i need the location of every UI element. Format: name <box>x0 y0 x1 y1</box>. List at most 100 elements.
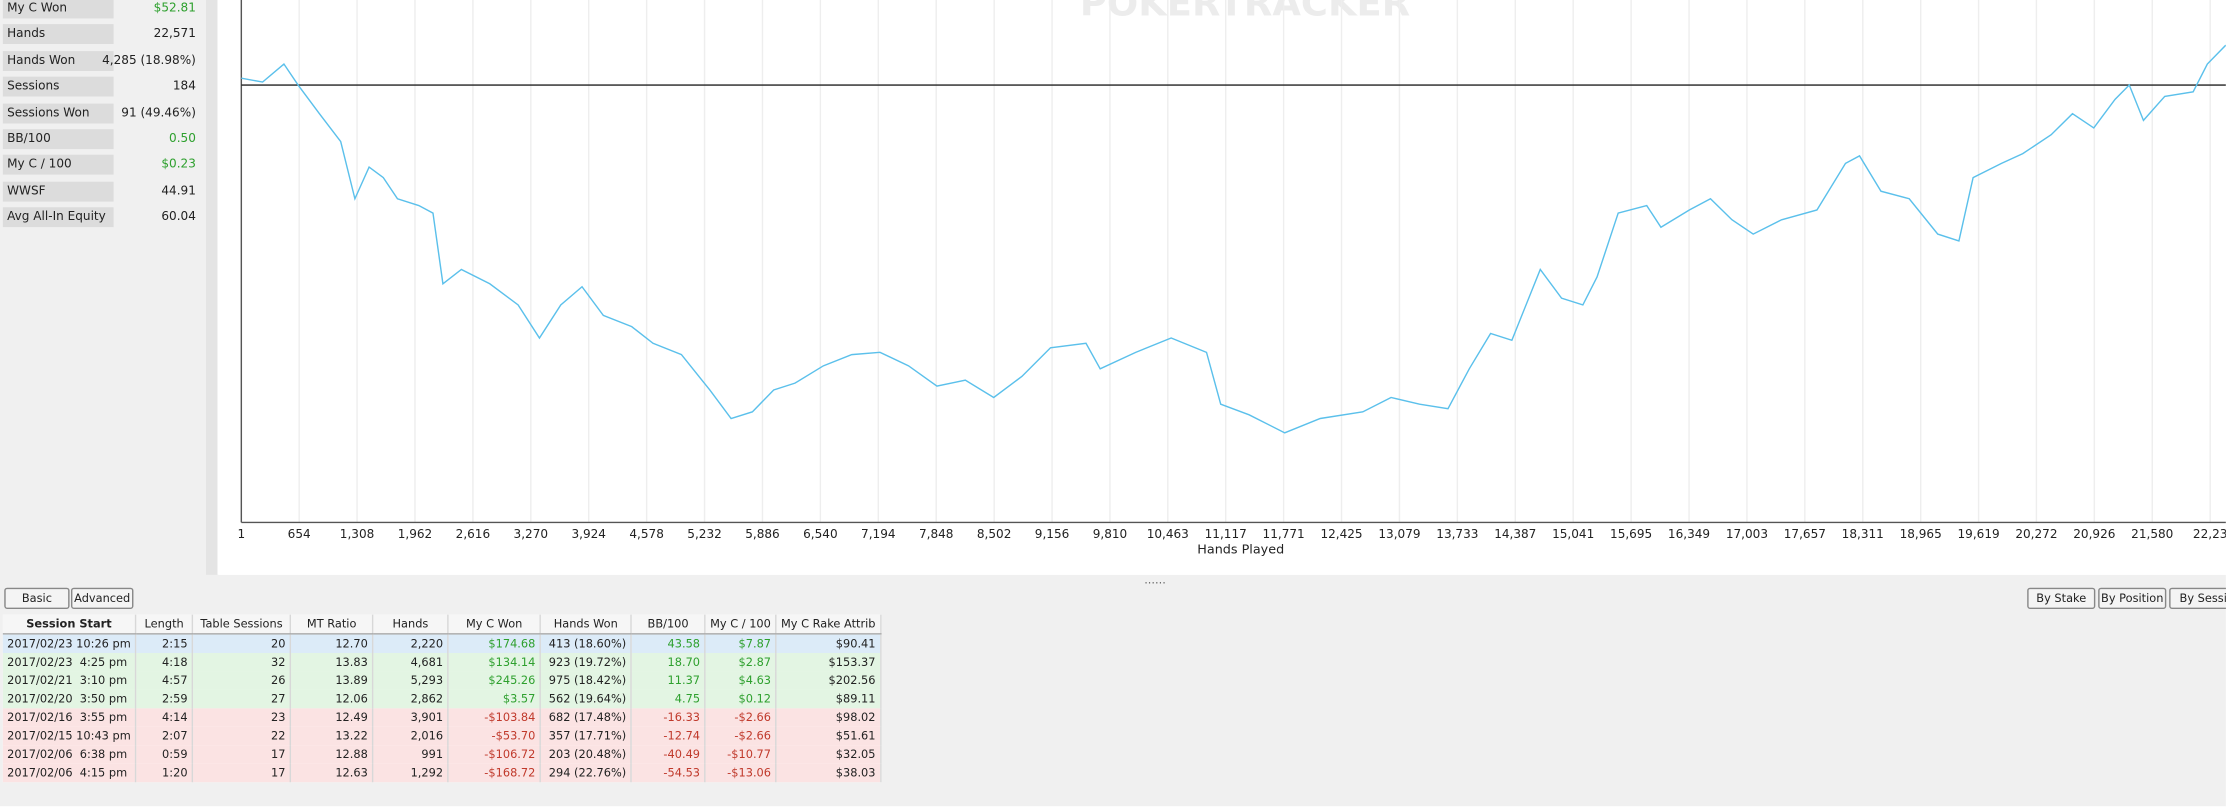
cell: 4:14 <box>135 708 194 727</box>
column-header[interactable]: Table Sessions <box>192 614 292 635</box>
cell: 413 (18.60%) <box>540 633 632 654</box>
cell: $3.57 <box>448 689 542 709</box>
view-button[interactable]: By Stake <box>2027 587 2096 610</box>
session-row[interactable]: 2017/02/23 4:25 pm 4:18 32 13.83 4,681 $134.1… <box>2 653 882 672</box>
cell: 13.22 <box>290 726 374 746</box>
cell: $7.87 <box>705 633 777 654</box>
cell: 294 (22.76%) <box>540 763 632 783</box>
cell: $245.26 <box>448 671 542 690</box>
cell: $174.68 <box>448 633 542 654</box>
cell: 3,901 <box>372 708 449 727</box>
stat-label: Sessions Won <box>2 103 114 123</box>
session-row[interactable]: 2017/02/16 3:55 pm 4:14 23 12.49 3,901 -$103.… <box>2 708 882 727</box>
header-row: Session Start Length Table Sessions MT Rati… <box>2 614 882 635</box>
stat-label: WWSF <box>2 181 114 202</box>
x-tick-label: 15,041 <box>1552 527 1594 541</box>
stat-row: WWSF 44.91 <box>2 181 196 202</box>
x-tick-label: 9,156 <box>1035 527 1070 541</box>
chart-bg <box>217 0 2226 575</box>
view-button[interactable]: By Position <box>2098 587 2167 610</box>
x-tick-label: 4,578 <box>629 527 664 541</box>
session-row[interactable]: 2017/02/21 3:10 pm 4:57 26 13.89 5,293 $245.2… <box>2 671 882 690</box>
cell: 2:15 <box>135 633 194 654</box>
x-tick-label: 16,349 <box>1668 527 1710 541</box>
cell: 17 <box>192 763 292 783</box>
cell: -$106.72 <box>448 745 542 764</box>
x-tick-label: 18,965 <box>1900 527 1942 541</box>
session-row[interactable]: 2017/02/15 10:43 pm 2:07 22 13.22 2,016 -$53.… <box>2 726 882 746</box>
cell: 12.88 <box>290 745 374 764</box>
session-row[interactable]: 2017/02/06 4:15 pm 1:20 17 12.63 1,292 -$168.… <box>2 763 882 783</box>
column-header[interactable]: My C Won <box>448 614 542 635</box>
x-tick-label: 11,117 <box>1205 527 1247 541</box>
x-tick-label: 7,848 <box>919 527 954 541</box>
x-tick-label: 14,387 <box>1494 527 1536 541</box>
cell: 4:18 <box>135 653 194 672</box>
stats-panel: My C Won $52.81 Hands 22,571 Hands Won 4,285 … <box>0 0 206 575</box>
x-tick-label: 10,463 <box>1147 527 1189 541</box>
x-tick-label: 20,272 <box>2015 527 2057 541</box>
stat-value: 60.04 <box>161 210 196 225</box>
column-header[interactable]: My C / 100 <box>705 614 777 635</box>
column-header[interactable]: MT Ratio <box>290 614 374 635</box>
x-tick-label: 21,580 <box>2131 527 2173 541</box>
stat-value: $52.81 <box>153 1 196 16</box>
column-header[interactable]: My C Rake Attrib <box>775 614 882 635</box>
column-header[interactable]: Length <box>135 614 194 635</box>
cell: 2017/02/23 10:26 pm <box>2 633 137 654</box>
view-button[interactable]: By Sessi <box>2169 587 2226 610</box>
session-row[interactable]: 2017/02/06 6:38 pm 0:59 17 12.88 991 -$106.72… <box>2 745 882 764</box>
cell: $2.87 <box>705 653 777 672</box>
stat-value: 184 <box>172 79 196 94</box>
cell: $51.61 <box>775 726 882 746</box>
tab[interactable]: Advanced <box>70 587 134 610</box>
column-header[interactable]: Hands Won <box>540 614 632 635</box>
x-tick-label: 1,962 <box>398 527 433 541</box>
stat-row: Hands Won 4,285 (18.98%) <box>2 50 196 72</box>
cell: 26 <box>192 671 292 690</box>
cell: 1,292 <box>372 763 449 783</box>
stat-label: BB/100 <box>2 129 114 150</box>
x-tick-label: 12,425 <box>1320 527 1362 541</box>
cell: 2017/02/06 4:15 pm <box>2 763 137 783</box>
x-tick-label: 20,926 <box>2073 527 2115 541</box>
cell: 1:20 <box>135 763 194 783</box>
cell: 4,681 <box>372 653 449 672</box>
profit-line <box>241 44 2226 434</box>
x-tick-label: 6,540 <box>803 527 838 541</box>
column-header[interactable]: BB/100 <box>631 614 706 635</box>
column-header[interactable]: Hands <box>372 614 449 635</box>
cell: 357 (17.71%) <box>540 726 632 746</box>
cell: 12.06 <box>290 689 374 709</box>
cell: 2017/02/16 3:55 pm <box>2 708 137 727</box>
cell: $32.05 <box>775 745 882 764</box>
cell: 20 <box>192 633 292 654</box>
session-row[interactable]: 2017/02/20 3:50 pm 2:59 27 12.06 2,862 $3.57 5… <box>2 689 882 709</box>
cell: -16.33 <box>631 708 706 727</box>
cell: 43.58 <box>631 633 706 654</box>
cell: 975 (18.42%) <box>540 671 632 690</box>
splitter-dots[interactable]: ...... <box>1144 573 1166 587</box>
x-tick-label: 17,003 <box>1726 527 1768 541</box>
x-tick-label: 18,311 <box>1842 527 1884 541</box>
cell: 12.70 <box>290 633 374 654</box>
cell: 2:59 <box>135 689 194 709</box>
watermark: POKERTRACKER <box>1080 0 1410 25</box>
cell: 11.37 <box>631 671 706 690</box>
cell: 2017/02/06 6:38 pm <box>2 745 137 764</box>
session-row[interactable]: 2017/02/23 10:26 pm 2:15 20 12.70 2,220 $174.… <box>2 633 882 654</box>
stat-row: Sessions 184 <box>2 76 196 98</box>
x-tick-label: 13,079 <box>1378 527 1420 541</box>
x-tick-label: 17,657 <box>1784 527 1826 541</box>
x-tick-label: 654 <box>288 527 311 541</box>
cell: 12.49 <box>290 708 374 727</box>
column-header[interactable]: Session Start <box>2 614 137 635</box>
cell: 13.89 <box>290 671 374 690</box>
cell: $153.37 <box>775 653 882 672</box>
cell: -12.74 <box>631 726 706 746</box>
tab[interactable]: Basic <box>4 587 70 610</box>
x-tick-label: 7,194 <box>861 527 895 541</box>
cell: -$13.06 <box>705 763 777 783</box>
cell: 2,016 <box>372 726 449 746</box>
stat-row: My C Won $52.81 <box>2 0 196 20</box>
